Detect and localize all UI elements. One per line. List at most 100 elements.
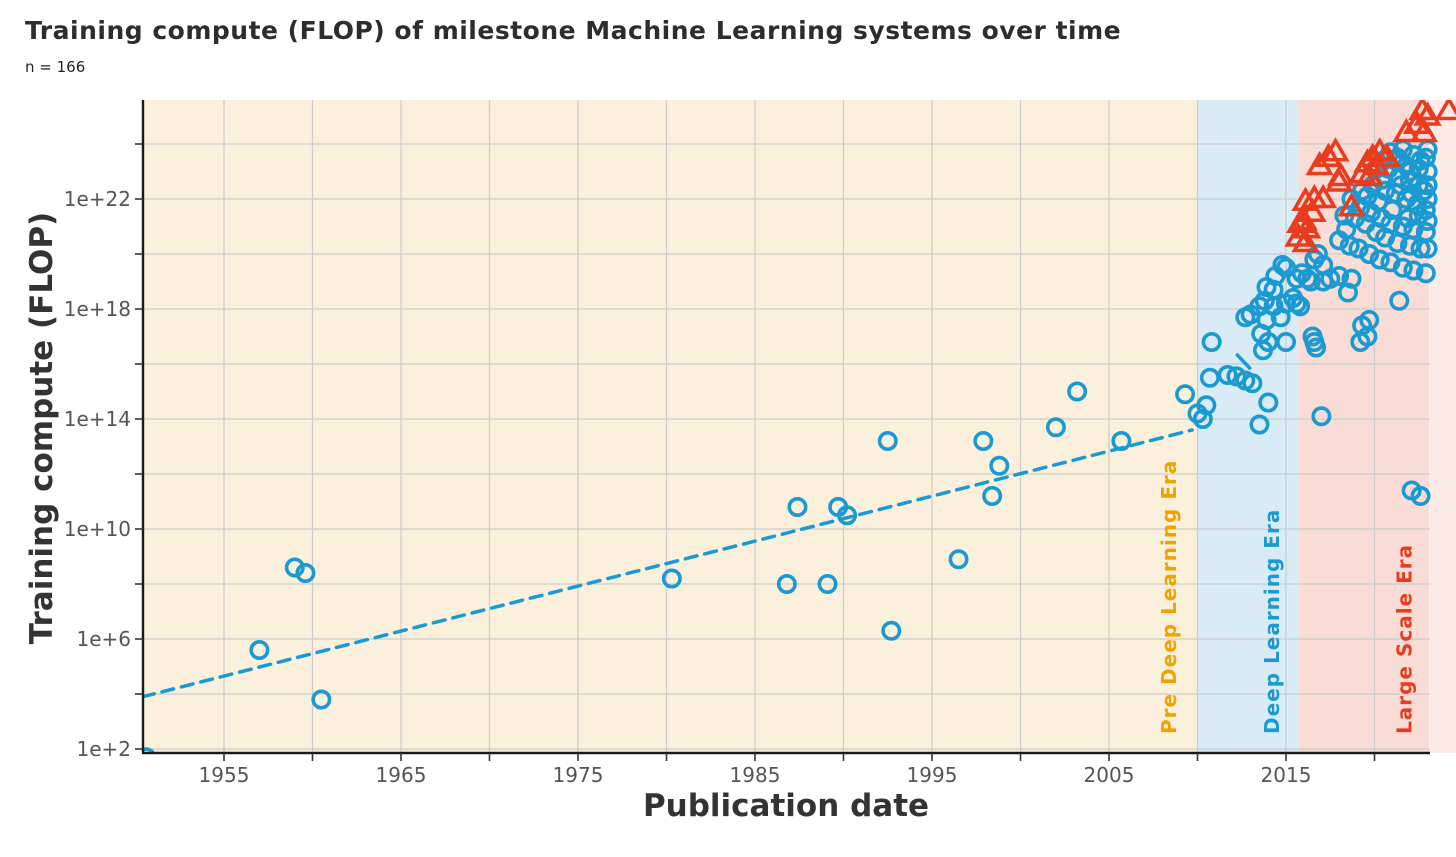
data-layer (138, 100, 1456, 765)
data-point-circle[interactable] (1300, 271, 1321, 292)
data-point-circle[interactable] (948, 549, 969, 570)
data-point-circle[interactable] (138, 747, 156, 765)
data-point-circle[interactable] (1387, 233, 1408, 254)
data-point-circle[interactable] (1382, 200, 1403, 221)
data-point-triangle[interactable] (1321, 137, 1350, 162)
data-point-triangle[interactable] (1347, 159, 1377, 184)
data-point-triangle[interactable] (1409, 117, 1439, 143)
data-point-circle[interactable] (1258, 392, 1279, 413)
data-point-circle[interactable] (1201, 331, 1222, 352)
data-point-triangle[interactable] (1355, 161, 1384, 187)
data-point-circle[interactable] (1359, 244, 1380, 265)
x-tick-label-1975: 1975 (553, 763, 604, 787)
data-point-circle[interactable] (1276, 331, 1297, 352)
data-point-circle[interactable] (1399, 161, 1420, 182)
data-point-circle[interactable] (1249, 296, 1270, 317)
data-point-triangle[interactable] (1309, 183, 1338, 209)
data-point-triangle[interactable] (1291, 227, 1320, 253)
data-point-triangle[interactable] (1337, 192, 1366, 217)
data-point-triangle[interactable] (1298, 197, 1327, 223)
data-point-circle[interactable] (1329, 230, 1350, 251)
data-point-circle[interactable] (1389, 290, 1410, 311)
chart-subtitle: n = 166 (25, 58, 86, 76)
y-tick-label-1e+18: 1e+18 (64, 297, 131, 321)
data-point-triangle[interactable] (1362, 150, 1391, 176)
era-band-1 (143, 100, 1198, 753)
data-point-circle[interactable] (1392, 257, 1413, 278)
data-point-circle[interactable] (1196, 395, 1217, 416)
data-point-circle[interactable] (787, 496, 808, 517)
data-point-circle[interactable] (311, 689, 332, 710)
data-point-triangle[interactable] (1314, 142, 1343, 168)
data-point-circle[interactable] (249, 639, 270, 660)
data-point-circle[interactable] (1306, 337, 1327, 358)
data-point-circle[interactable] (877, 430, 898, 451)
data-point-circle[interactable] (1067, 381, 1088, 402)
data-point-circle[interactable] (1249, 414, 1270, 435)
data-point-circle[interactable] (776, 573, 797, 594)
data-point-triangle[interactable] (1392, 117, 1421, 143)
era-band-overflow (1430, 100, 1456, 753)
data-point-triangle[interactable] (1324, 167, 1354, 192)
data-point-circle[interactable] (1408, 158, 1429, 179)
data-point-circle[interactable] (1242, 373, 1263, 394)
data-point-circle[interactable] (817, 573, 838, 594)
data-point-circle[interactable] (1408, 205, 1429, 226)
data-point-circle[interactable] (973, 430, 994, 451)
data-point-circle[interactable] (1369, 249, 1390, 270)
data-point-circle[interactable] (1415, 263, 1436, 284)
data-point-circle[interactable] (1111, 430, 1132, 451)
data-point-circle[interactable] (295, 562, 316, 583)
x-tick-label-1985: 1985 (730, 763, 781, 787)
x-tick-label-1995: 1995 (907, 763, 958, 787)
data-point-circle[interactable] (661, 568, 682, 589)
y-tick-label-1e+2: 1e+2 (76, 737, 131, 761)
data-point-circle[interactable] (1417, 175, 1438, 196)
data-point-circle[interactable] (1311, 406, 1332, 427)
data-point-circle[interactable] (1290, 296, 1311, 317)
y-tick-label-1e+14: 1e+14 (64, 407, 131, 431)
data-point-circle[interactable] (881, 620, 902, 641)
data-point-circle[interactable] (1410, 485, 1431, 506)
data-point-triangle[interactable] (1434, 100, 1456, 121)
data-point-circle[interactable] (1398, 208, 1419, 229)
data-point-circle[interactable] (1217, 364, 1238, 385)
y-tick-label-1e+22: 1e+22 (64, 187, 131, 211)
data-point-circle[interactable] (284, 557, 305, 578)
data-point-triangle[interactable] (1372, 142, 1402, 168)
chart-title: Training compute (FLOP) of milestone Mac… (25, 16, 1122, 45)
data-point-circle[interactable] (1045, 417, 1066, 438)
data-point-circle[interactable] (1401, 183, 1422, 204)
data-point-triangle[interactable] (1305, 150, 1334, 176)
x-tick-label-2005: 2005 (1084, 763, 1135, 787)
data-point-circle[interactable] (1263, 279, 1284, 300)
data-point-circle[interactable] (1348, 238, 1369, 259)
data-point-circle[interactable] (1410, 238, 1431, 259)
data-point-circle[interactable] (1341, 268, 1362, 289)
data-point-circle[interactable] (982, 485, 1003, 506)
era-band-2 (1197, 100, 1299, 753)
era-label-3: Large Scale Era (1393, 544, 1417, 734)
data-point-circle[interactable] (1320, 268, 1341, 289)
era-label-1: Pre Deep Learning Era (1157, 460, 1181, 734)
era-label-2: Deep Learning Era (1260, 509, 1284, 734)
data-point-circle[interactable] (1417, 238, 1438, 259)
x-axis-title: Publication date (642, 788, 930, 824)
data-point-circle[interactable] (1329, 265, 1350, 286)
y-tick-label-1e+10: 1e+10 (64, 517, 131, 541)
data-point-circle[interactable] (1175, 384, 1196, 405)
deep-learning-trend-fragment (1235, 353, 1252, 370)
data-point-circle[interactable] (837, 505, 858, 526)
data-point-circle[interactable] (1339, 235, 1360, 256)
x-tick-label-1965: 1965 (376, 763, 427, 787)
data-point-circle[interactable] (989, 455, 1010, 476)
data-point-circle[interactable] (1357, 326, 1378, 347)
data-point-circle[interactable] (1252, 340, 1273, 361)
pre-deep-learning-trend (143, 428, 1194, 699)
data-point-circle[interactable] (1403, 260, 1424, 281)
data-point-triangle[interactable] (1408, 100, 1437, 121)
data-point-triangle[interactable] (1413, 101, 1442, 126)
y-axis-title: Training compute (FLOP) (24, 211, 60, 645)
